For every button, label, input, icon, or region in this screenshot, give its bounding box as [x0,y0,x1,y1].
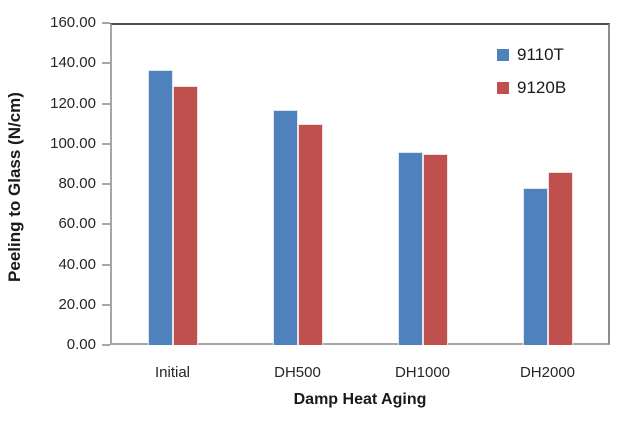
bar-9110T-DH1000 [397,151,423,345]
legend-entry-9110T: 9110T [497,44,566,65]
legend-label: 9120B [517,78,567,97]
y-tick-label: 0.00 [66,336,96,353]
y-axis-tick [102,223,110,226]
y-axis-tick [102,344,110,346]
legend: 9110T 9120B [497,44,566,110]
x-tick-label: DH500 [274,364,321,381]
y-tick-label: 100.00 [50,134,96,152]
bar-9120B-DH2000 [547,171,573,345]
legend-swatch-icon [497,81,509,94]
bar-9110T-Initial [147,70,173,345]
y-tick-label: 80.00 [58,175,96,192]
y-axis-tick [102,263,110,266]
legend-label: 9110T [517,45,564,64]
legend-entry-9120B: 9120B [497,77,566,98]
bar-9120B-DH500 [297,123,323,345]
y-axis-tick [102,142,110,145]
y-axis-tick [102,22,110,24]
x-tick-label: DH2000 [519,364,576,381]
x-tick-label: Initial [154,364,191,381]
y-axis-title: Peeling to Glass (N/cm) [5,92,24,282]
bar-9120B-DH1000 [422,153,448,345]
y-axis-tick [102,62,110,65]
y-axis-tick [102,183,110,185]
y-tick-label: 120.00 [50,94,96,112]
y-tick-label: 20.00 [58,295,96,313]
bar-9110T-DH500 [272,109,298,345]
y-tick-label: 140.00 [50,54,96,72]
x-axis-title: Damp Heat Aging [293,391,427,408]
bar-9120B-Initial [172,86,198,345]
y-tick-label: 40.00 [58,255,96,273]
x-tick-label: DH1000 [394,364,451,381]
y-tick-label: 60.00 [58,215,96,233]
legend-swatch-icon [497,48,509,61]
bar-9110T-DH2000 [522,188,548,345]
y-tick-label: 160.00 [50,14,96,31]
y-axis-tick [102,102,110,105]
y-axis-tick [102,303,110,306]
